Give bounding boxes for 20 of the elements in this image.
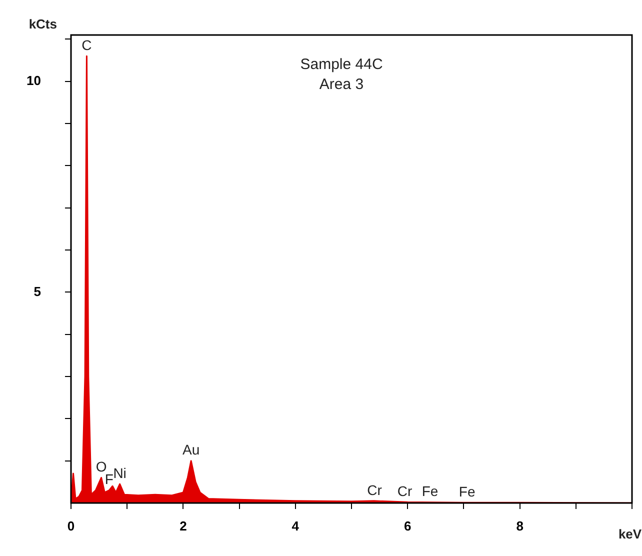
x-tick-label: 8 <box>516 518 524 534</box>
x-tick-label: 0 <box>67 518 75 534</box>
text: Sample 44C <box>300 56 383 74</box>
y-tick-label: 5 <box>34 284 41 299</box>
x-axis-title: keV <box>618 526 642 542</box>
annotation: F <box>104 471 114 488</box>
x-tick-label: 2 <box>180 518 187 534</box>
annotation: Cr <box>367 482 382 498</box>
annotation: Fe <box>458 483 476 500</box>
annotation: Cr <box>397 483 413 500</box>
annotation: Fe <box>422 483 438 500</box>
annotation: Ni <box>113 464 126 481</box>
annotation: O <box>96 458 107 475</box>
annotation: C <box>82 36 92 53</box>
y-axis-title: kCts <box>28 16 57 32</box>
x-tick-label: 4 <box>292 518 300 534</box>
text: Area 3 <box>319 76 364 94</box>
annotation: Au <box>182 442 200 458</box>
y-tick-label: 10 <box>26 72 41 88</box>
x-tick-label: 6 <box>404 518 412 534</box>
